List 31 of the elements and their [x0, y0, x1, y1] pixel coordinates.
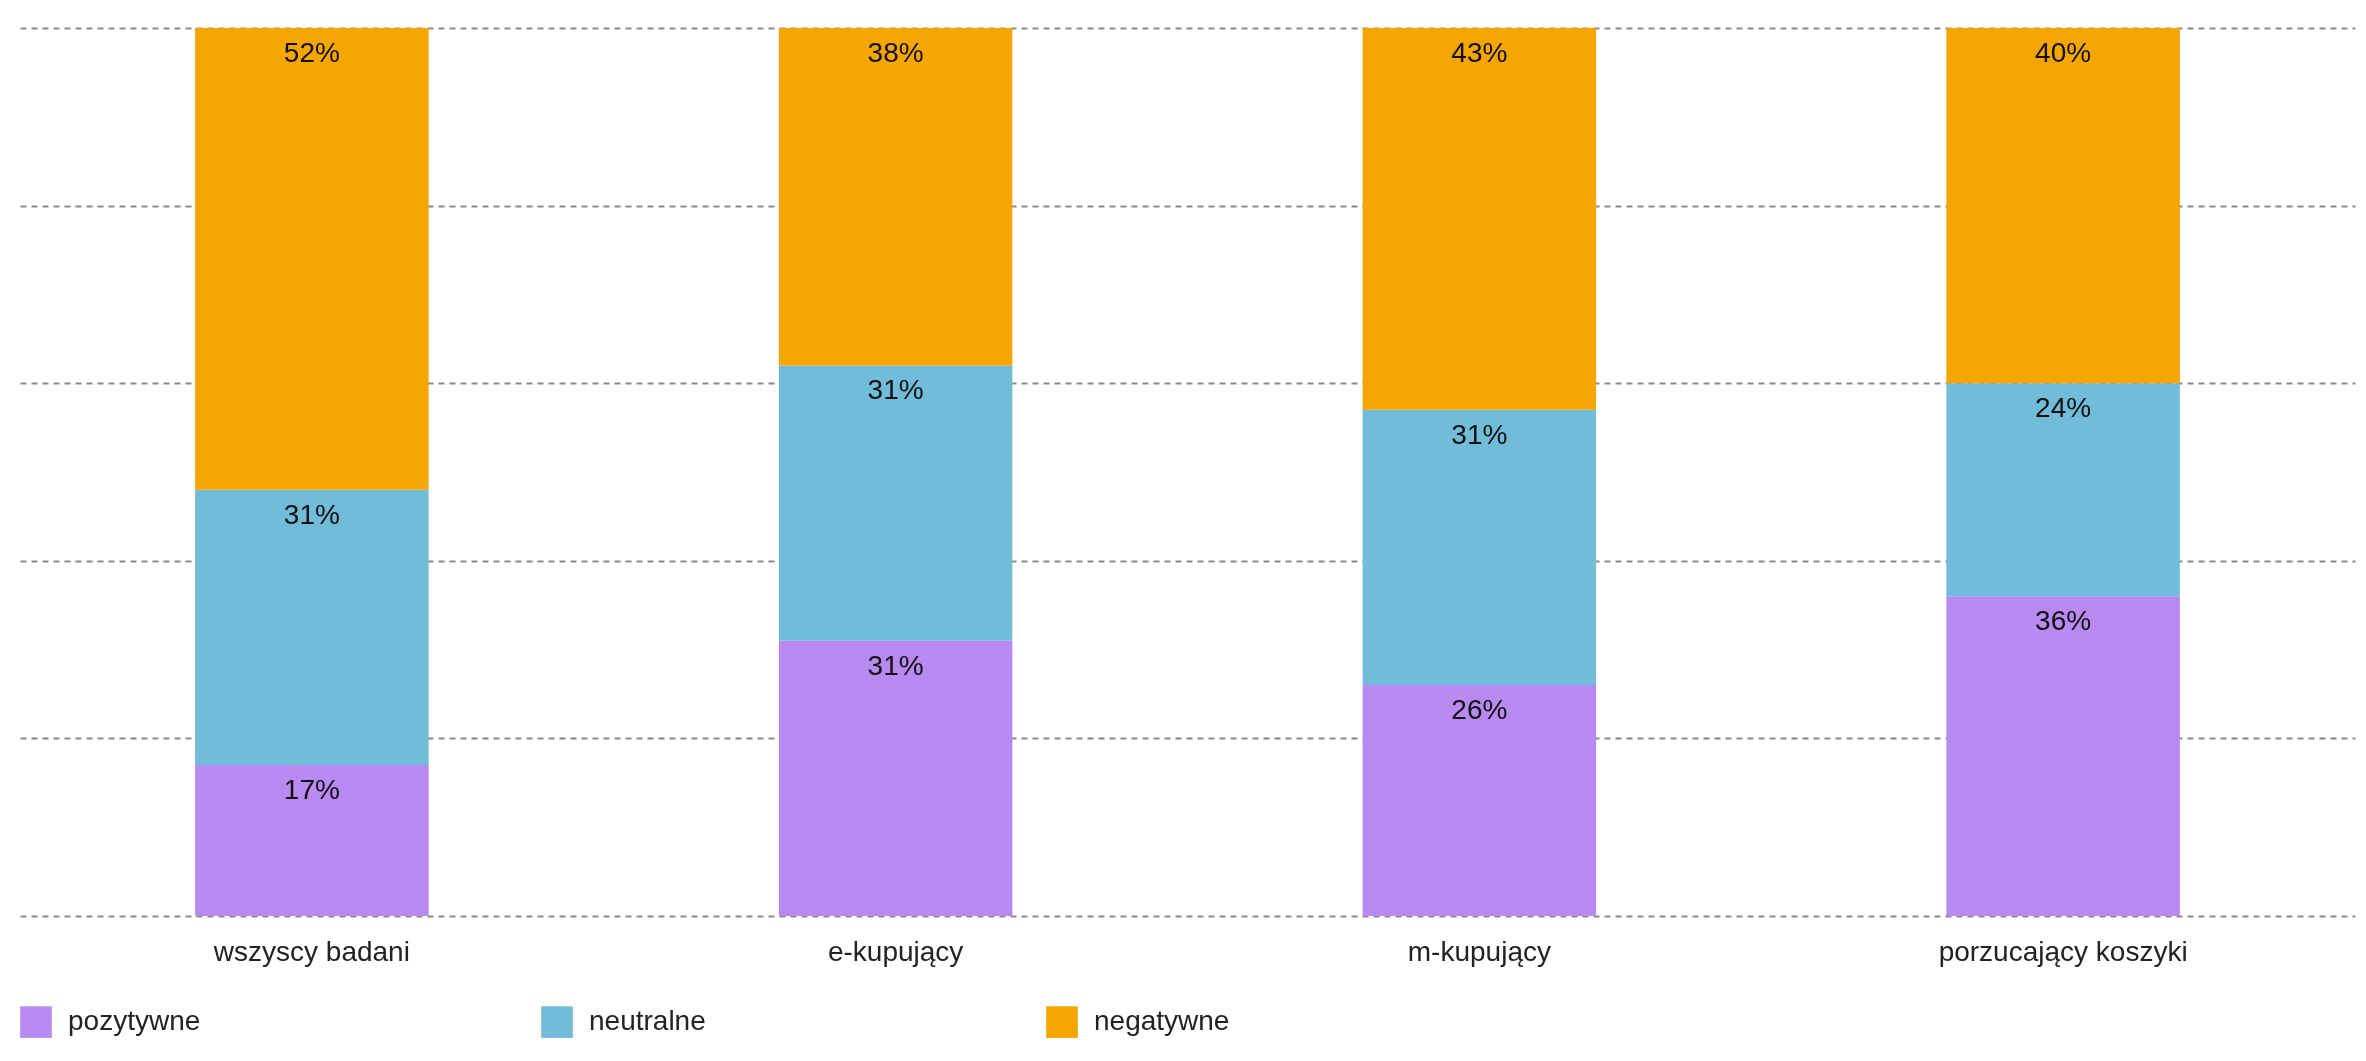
data-label: 17%	[283, 774, 340, 806]
data-label: 40%	[2035, 37, 2092, 68]
x-tick-label: e-kupujący	[827, 935, 964, 967]
bar	[195, 489, 429, 766]
data-label: 52%	[283, 37, 340, 68]
bar	[195, 765, 429, 916]
bar	[778, 640, 1013, 916]
data-label: 43%	[1451, 37, 1508, 68]
data-label: 31%	[867, 374, 924, 406]
data-label: 31%	[283, 498, 340, 530]
x-tick-label: m-kupujący	[1407, 935, 1551, 967]
data-label: 24%	[2035, 392, 2092, 424]
legend-label: pozytywne	[68, 1005, 201, 1037]
bar	[778, 365, 1013, 641]
bar	[1946, 28, 2180, 384]
x-tick-label: wszyscy badani	[212, 935, 410, 967]
data-label: 31%	[867, 649, 924, 681]
data-label: 31%	[1451, 418, 1508, 450]
bar	[1946, 383, 2180, 597]
data-label: 38%	[867, 37, 924, 68]
bar	[195, 28, 429, 490]
legend-label: negatywne	[1094, 1005, 1230, 1037]
bar	[1362, 685, 1597, 916]
data-label: 36%	[2035, 605, 2092, 637]
bar	[1946, 596, 2180, 916]
bar	[1362, 28, 1597, 410]
bar	[778, 28, 1013, 366]
legend-label: neutralne	[589, 1005, 706, 1037]
data-label: 26%	[1451, 694, 1508, 726]
x-tick-label: porzucający koszyki	[1938, 935, 2188, 967]
bar	[1362, 409, 1597, 686]
